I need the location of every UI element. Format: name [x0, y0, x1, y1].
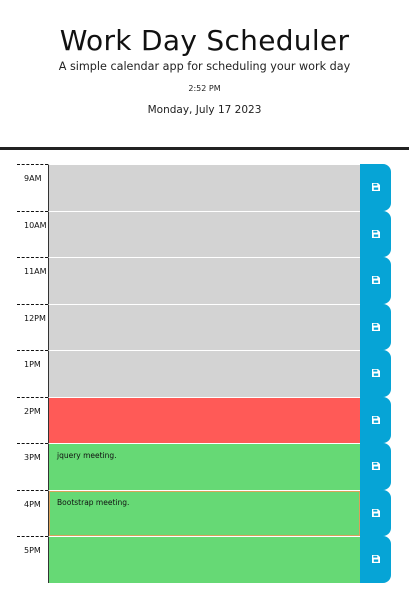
save-button[interactable] — [360, 303, 391, 350]
event-description-input[interactable] — [48, 164, 360, 211]
save-button[interactable] — [360, 350, 391, 397]
hour-label: 2PM — [17, 396, 48, 444]
event-description-input[interactable] — [48, 303, 360, 350]
event-description-input[interactable] — [48, 350, 360, 397]
save-button[interactable] — [360, 536, 391, 583]
save-icon — [372, 322, 380, 331]
event-description-input[interactable] — [48, 210, 360, 257]
save-button[interactable] — [360, 396, 391, 443]
page-header: Work Day Scheduler A simple calendar app… — [0, 0, 409, 150]
save-button[interactable] — [360, 443, 391, 490]
save-icon — [372, 462, 380, 470]
hour-label: 5PM — [17, 536, 48, 583]
save-icon — [372, 555, 380, 563]
time-block-2pm: 2PM — [17, 396, 391, 444]
time-block-1pm: 1PM — [17, 350, 391, 397]
event-description-input[interactable] — [48, 257, 360, 304]
hour-label: 1PM — [17, 350, 48, 397]
time-block-9am: 9AM — [17, 164, 391, 211]
hour-label: 11AM — [17, 257, 48, 304]
save-button[interactable] — [360, 210, 391, 257]
event-description-input[interactable]: jquery meeting. — [48, 443, 360, 490]
event-description-input[interactable] — [48, 396, 360, 443]
save-button[interactable] — [360, 257, 391, 304]
save-icon — [372, 369, 380, 377]
hour-schedule: 9AM 10AM 11AM 12PM 1PM 2PM — [17, 164, 391, 583]
save-icon — [372, 276, 380, 284]
time-block-5pm: 5PM — [17, 536, 391, 583]
save-icon — [372, 415, 380, 424]
time-block-11am: 11AM — [17, 257, 391, 304]
hour-label: 9AM — [17, 164, 48, 211]
save-icon — [372, 508, 380, 517]
save-button[interactable] — [360, 164, 391, 211]
hour-label: 12PM — [17, 303, 48, 351]
save-button[interactable] — [360, 489, 391, 536]
page-title: Work Day Scheduler — [59, 24, 350, 57]
current-date: Monday, July 17 2023 — [147, 104, 262, 116]
time-block-3pm: 3PM jquery meeting. — [17, 443, 391, 490]
hour-label: 3PM — [17, 443, 48, 490]
time-block-12pm: 12PM — [17, 303, 391, 351]
current-time: 2:52 PM — [188, 84, 221, 93]
page-subtitle: A simple calendar app for scheduling you… — [58, 60, 351, 73]
save-icon — [372, 229, 380, 238]
hour-label: 4PM — [17, 489, 48, 537]
time-block-4pm: 4PM Bootstrap meeting. — [17, 489, 391, 537]
hour-label: 10AM — [17, 210, 48, 258]
event-description-input[interactable] — [48, 536, 360, 583]
save-icon — [372, 183, 380, 191]
time-block-10am: 10AM — [17, 210, 391, 258]
event-description-input[interactable]: Bootstrap meeting. — [48, 489, 360, 536]
